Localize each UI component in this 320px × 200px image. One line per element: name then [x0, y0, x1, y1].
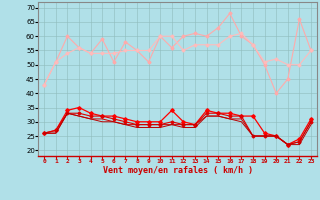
X-axis label: Vent moyen/en rafales ( km/h ): Vent moyen/en rafales ( km/h )	[103, 166, 252, 175]
